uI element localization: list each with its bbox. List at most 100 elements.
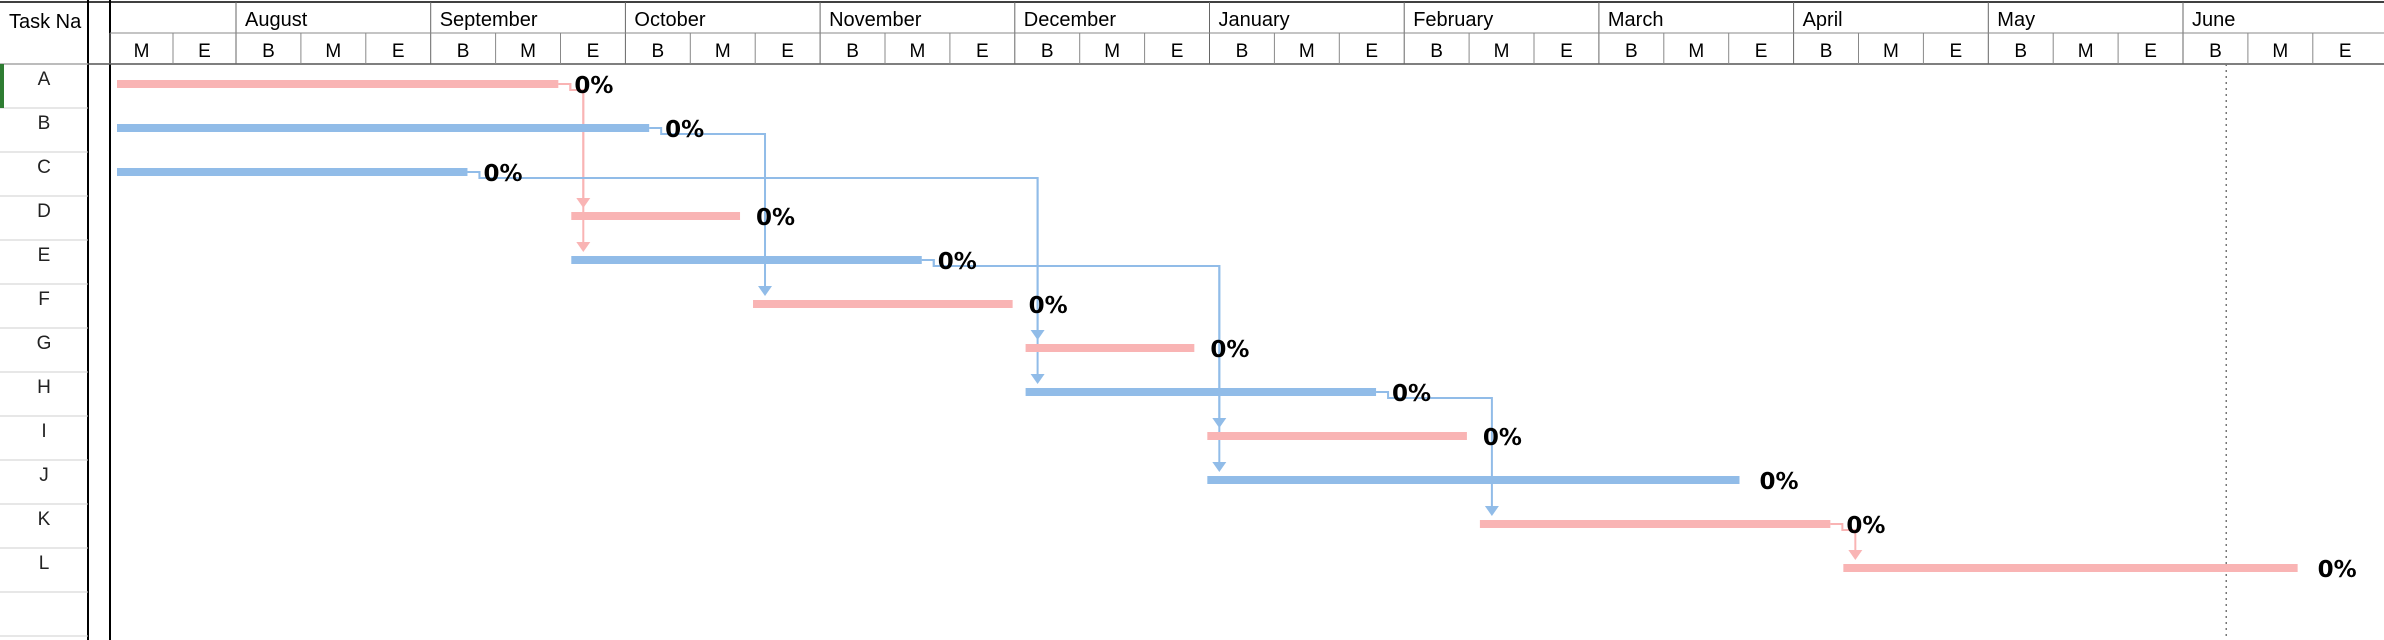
subdivision-label: E xyxy=(2144,41,2157,62)
subdivision-label: E xyxy=(1171,41,1184,62)
subdivision-label: B xyxy=(1041,41,1054,62)
dependency-arrowhead xyxy=(1848,550,1863,560)
task-bar-c[interactable] xyxy=(117,168,468,176)
task-bar-l[interactable] xyxy=(1843,564,2298,572)
column-gap xyxy=(88,0,110,640)
month-label: September xyxy=(440,9,538,31)
month-label: February xyxy=(1413,9,1493,31)
month-label: May xyxy=(1997,9,2035,31)
subdivision-label: M xyxy=(134,41,150,62)
task-bar-f[interactable] xyxy=(753,300,1013,308)
subdivision-label: E xyxy=(1950,41,1963,62)
dependency-line xyxy=(1376,391,1493,508)
task-bar-e[interactable] xyxy=(571,256,922,264)
subdivision-label: M xyxy=(325,41,341,62)
subdivision-label: B xyxy=(457,41,470,62)
month-label: April xyxy=(1803,9,1843,31)
subdivision-label: B xyxy=(1430,41,1443,62)
subdivision-label: M xyxy=(1104,41,1120,62)
month-label: December xyxy=(1024,9,1117,31)
month-label: March xyxy=(1608,9,1664,31)
progress-label-k: 0% xyxy=(1846,513,1885,539)
subdivision-label: E xyxy=(392,41,405,62)
dependency-arrowhead xyxy=(576,242,591,252)
task-name-j: J xyxy=(39,465,49,486)
subdivision-label: M xyxy=(1883,41,1899,62)
dependency-arrowhead xyxy=(758,286,773,296)
progress-label-j: 0% xyxy=(1760,469,1799,495)
subdivision-label: E xyxy=(1560,41,1573,62)
task-name-header: Task Na xyxy=(9,11,82,33)
dependency-arrowhead xyxy=(1484,506,1499,516)
subdivision-label: B xyxy=(2209,41,2222,62)
month-label: November xyxy=(829,9,922,31)
subdivision-label: B xyxy=(652,41,665,62)
dependency-line xyxy=(649,127,767,288)
task-bar-j[interactable] xyxy=(1207,476,1740,484)
subdivision-label: E xyxy=(1755,41,1768,62)
dependency-arrowhead xyxy=(1030,374,1045,384)
task-name-l: L xyxy=(39,553,50,574)
subdivision-label: M xyxy=(715,41,731,62)
task-bar-i[interactable] xyxy=(1207,432,1467,440)
task-name-e: E xyxy=(38,245,51,266)
task-name-i: I xyxy=(41,421,46,442)
month-label: January xyxy=(1219,9,1290,31)
task-name-k: K xyxy=(38,509,51,530)
subdivision-label: M xyxy=(1494,41,1510,62)
subdivision-label: M xyxy=(910,41,926,62)
subdivision-label: B xyxy=(1820,41,1833,62)
task-bar-k[interactable] xyxy=(1479,520,1831,528)
subdivision-label: M xyxy=(1688,41,1704,62)
month-label: June xyxy=(2192,9,2235,31)
task-name-column xyxy=(0,0,88,640)
subdivision-label: B xyxy=(1625,41,1638,62)
month-label: October xyxy=(634,9,705,31)
progress-label-h: 0% xyxy=(1392,381,1431,407)
task-bar-h[interactable] xyxy=(1025,388,1377,396)
selected-row-indicator xyxy=(0,64,4,108)
subdivision-label: M xyxy=(520,41,536,62)
subdivision-label: E xyxy=(2339,41,2352,62)
subdivision-label: E xyxy=(198,41,211,62)
dependency-line xyxy=(1830,523,1857,552)
dependency-line xyxy=(921,259,1221,464)
month-label: August xyxy=(245,9,308,31)
subdivision-label: E xyxy=(1365,41,1378,62)
progress-label-c: 0% xyxy=(483,161,522,187)
dependency-line xyxy=(558,83,585,244)
task-name-f: F xyxy=(38,289,50,310)
progress-label-d: 0% xyxy=(756,205,795,231)
progress-label-f: 0% xyxy=(1029,293,1068,319)
task-name-h: H xyxy=(37,377,51,398)
dependency-arrowhead xyxy=(1212,462,1227,472)
task-bar-g[interactable] xyxy=(1025,344,1195,352)
task-name-c: C xyxy=(37,157,51,178)
progress-label-i: 0% xyxy=(1483,425,1522,451)
dependency-line xyxy=(558,83,585,200)
subdivision-label: B xyxy=(262,41,275,62)
task-name-a: A xyxy=(38,69,51,90)
subdivision-label: B xyxy=(846,41,859,62)
progress-label-g: 0% xyxy=(1210,337,1249,363)
subdivision-label: E xyxy=(781,41,794,62)
subdivision-label: E xyxy=(976,41,989,62)
progress-label-a: 0% xyxy=(574,73,613,99)
dependency-line xyxy=(467,171,1039,376)
subdivision-label: E xyxy=(587,41,600,62)
task-bar-d[interactable] xyxy=(571,212,741,220)
subdivision-label: M xyxy=(2078,41,2094,62)
progress-label-e: 0% xyxy=(938,249,977,275)
task-name-g: G xyxy=(37,333,52,354)
progress-label-l: 0% xyxy=(2318,557,2357,583)
subdivision-label: M xyxy=(2272,41,2288,62)
task-bar-b[interactable] xyxy=(117,124,650,132)
subdivision-label: M xyxy=(1299,41,1315,62)
progress-label-b: 0% xyxy=(665,117,704,143)
subdivision-label: B xyxy=(2014,41,2027,62)
task-bar-a[interactable] xyxy=(117,80,559,88)
subdivision-label: B xyxy=(1236,41,1249,62)
task-name-d: D xyxy=(37,201,51,222)
